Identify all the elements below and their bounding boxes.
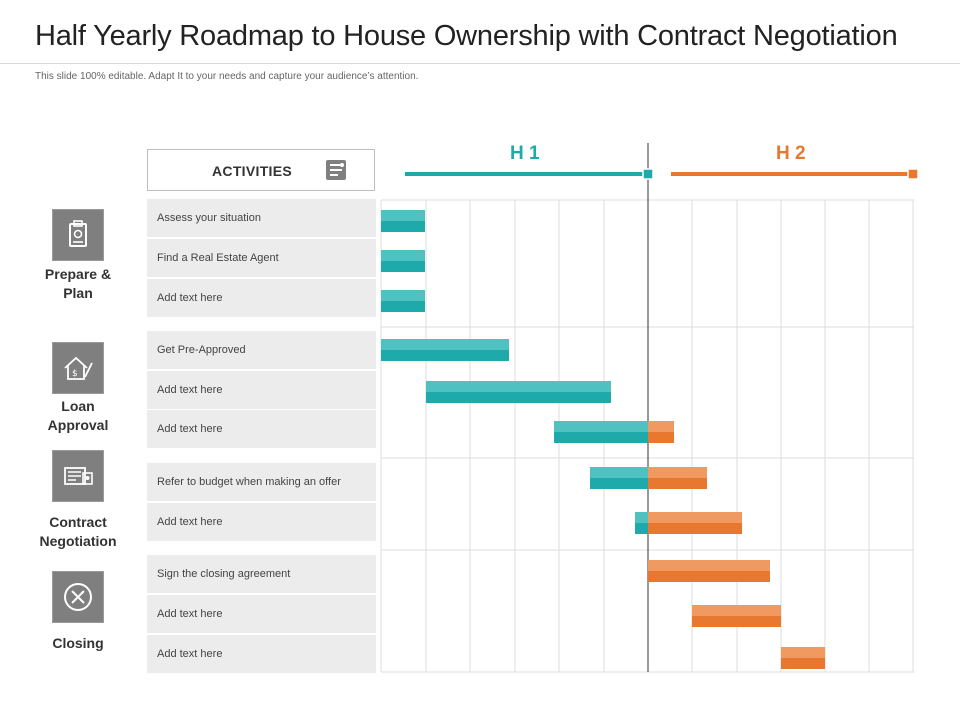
activity-row: Add text here [147, 410, 376, 448]
activity-row: Sign the closing agreement [147, 555, 376, 593]
gantt-bar-h1 [635, 523, 648, 534]
gantt-bar-h1 [426, 392, 611, 403]
gantt-bar-h2 [648, 571, 770, 582]
gantt-bar-h1 [381, 250, 425, 261]
activity-label: Add text here [157, 648, 223, 660]
gantt-bar-h2 [781, 658, 825, 669]
loan-approval-phase-icon-box: $ [52, 342, 104, 394]
activity-row: Add text here [147, 371, 376, 409]
gantt-bar-h2 [692, 616, 781, 627]
activity-row: Assess your situation [147, 199, 376, 237]
h1-label: H 1 [510, 143, 540, 164]
gantt-bar-h1 [381, 339, 509, 350]
activity-label: Assess your situation [157, 212, 261, 224]
title-divider [0, 63, 960, 64]
activity-label: Sign the closing agreement [157, 568, 291, 580]
activity-row: Add text here [147, 635, 376, 673]
activity-row: Refer to budget when making an offer [147, 463, 376, 501]
gantt-bar-h2 [648, 523, 742, 534]
clipboard-icon [69, 220, 87, 247]
gantt-bar-h1 [381, 221, 425, 232]
house-money-icon: $ [64, 356, 93, 380]
closing-phase-icon-box [52, 571, 104, 623]
activity-label: Add text here [157, 516, 223, 528]
contract-negotiation-phase-label: Contract Negotiation [39, 514, 117, 549]
prepare-plan-phase-icon-box [52, 209, 104, 261]
close-circle-icon [64, 583, 92, 611]
loan-approval-phase-label: Loan Approval [47, 398, 109, 433]
gantt-bar-h1 [381, 350, 509, 361]
activity-label: Add text here [157, 292, 223, 304]
gantt-bar-h2 [648, 560, 770, 571]
gantt-bar-h2 [648, 467, 707, 478]
page-title: Half Yearly Roadmap to House Ownership w… [35, 20, 898, 52]
h2-label: H 2 [776, 143, 806, 164]
gantt-bar-h1 [381, 290, 425, 301]
activity-label: Find a Real Estate Agent [157, 252, 279, 264]
prepare-plan-phase-label: Prepare & Plan [44, 266, 112, 301]
gantt-bar-h2 [648, 478, 707, 489]
gantt-bar-h1 [590, 478, 648, 489]
svg-text:$: $ [72, 369, 78, 379]
activity-row: Find a Real Estate Agent [147, 239, 376, 277]
gantt-bar-h1 [381, 301, 425, 312]
half-timeline-bars [405, 168, 919, 180]
gantt-bar-h1 [381, 210, 425, 221]
activity-label: Refer to budget when making an offer [157, 476, 341, 488]
gantt-bar-h2 [648, 421, 674, 432]
activity-row: Add text here [147, 503, 376, 541]
activity-label: Add text here [157, 608, 223, 620]
gantt-bar-h1 [381, 261, 425, 272]
activity-label: Add text here [157, 384, 223, 396]
gantt-bar-h2 [648, 432, 674, 443]
gantt-bar-h1 [635, 512, 648, 523]
contract-negotiation-phase-icon-box [52, 450, 104, 502]
activity-label: Add text here [157, 423, 223, 435]
h1-timeline-bar [405, 172, 643, 176]
gantt-bar-h1 [426, 381, 611, 392]
gantt-bar-h2 [692, 605, 781, 616]
gantt-bar-h1 [554, 432, 648, 443]
closing-phase-label: Closing [52, 635, 104, 651]
page-subtitle: This slide 100% editable. Adapt It to yo… [35, 71, 419, 82]
h2-timeline-marker [907, 168, 919, 180]
contract-document-icon [64, 467, 93, 485]
gantt-bar-h1 [590, 467, 648, 478]
h2-timeline-bar [671, 172, 909, 176]
h1-timeline-marker [642, 168, 654, 180]
activities-header: ACTIVITIES [147, 149, 375, 191]
activities-list-icon [326, 160, 346, 180]
activity-row: Add text here [147, 595, 376, 633]
activities-header-label: ACTIVITIES [212, 163, 293, 179]
gantt-bar-h2 [648, 512, 742, 523]
gantt-bar-h1 [554, 421, 648, 432]
gantt-bars [381, 210, 825, 669]
activity-label: Get Pre-Approved [157, 344, 246, 356]
gantt-bar-h2 [781, 647, 825, 658]
activity-row: Add text here [147, 279, 376, 317]
activity-row: Get Pre-Approved [147, 331, 376, 369]
